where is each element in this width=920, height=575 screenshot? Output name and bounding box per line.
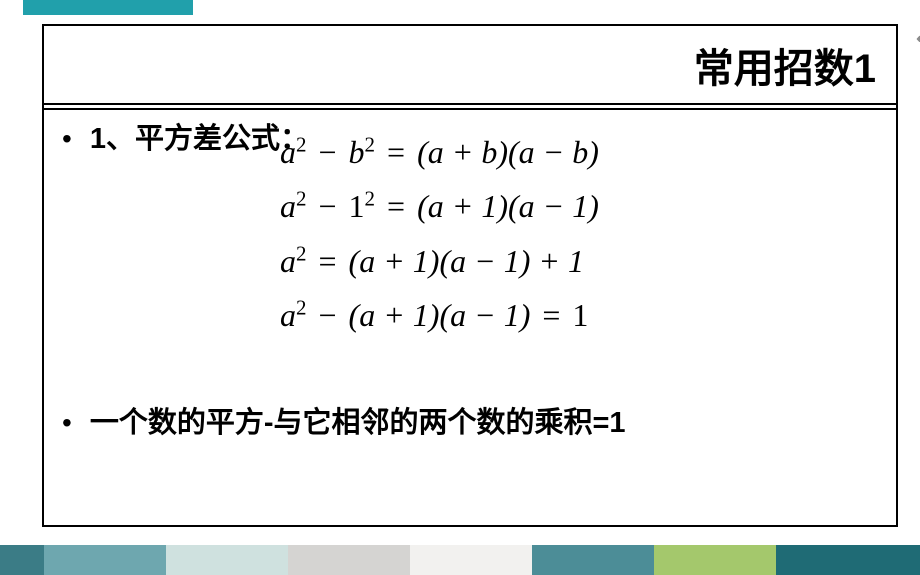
stripe (44, 545, 166, 575)
bullet-dot: • (62, 122, 72, 156)
page-title: 常用招数1 (694, 36, 876, 94)
stripe (166, 545, 288, 575)
bullet-dot: • (62, 406, 72, 440)
stripe (532, 545, 654, 575)
stripe (288, 545, 410, 575)
top-accent-bar (23, 0, 193, 15)
content-box: • 1、平方差公式： a2 − b2 = (a + b)(a − b) a2 −… (42, 103, 898, 527)
formula-1: a2 − b2 = (a + b)(a − b) (280, 125, 878, 179)
stripe (0, 545, 44, 575)
formula-4: a2 − (a + 1)(a − 1) = 1 (280, 288, 878, 342)
title-box: 常用招数1 (42, 24, 898, 110)
chevrons-icon: ‹‹‹ (916, 30, 920, 48)
stripe (654, 545, 776, 575)
formula-2: a2 − 12 = (a + 1)(a − 1) (280, 179, 878, 233)
bullet1-label: 1、平方差公式： (90, 115, 309, 157)
formula-block: a2 − b2 = (a + b)(a − b) a2 − 12 = (a + … (280, 125, 878, 343)
stripe (410, 545, 532, 575)
bullet-line-2: • 一个数的平方-与它相邻的两个数的乘积=1 (62, 399, 878, 441)
conclusion-text: 一个数的平方-与它相邻的两个数的乘积=1 (90, 399, 626, 441)
formula-3: a2 = (a + 1)(a − 1) + 1 (280, 234, 878, 288)
stripe (776, 545, 920, 575)
bottom-stripes (0, 545, 920, 575)
